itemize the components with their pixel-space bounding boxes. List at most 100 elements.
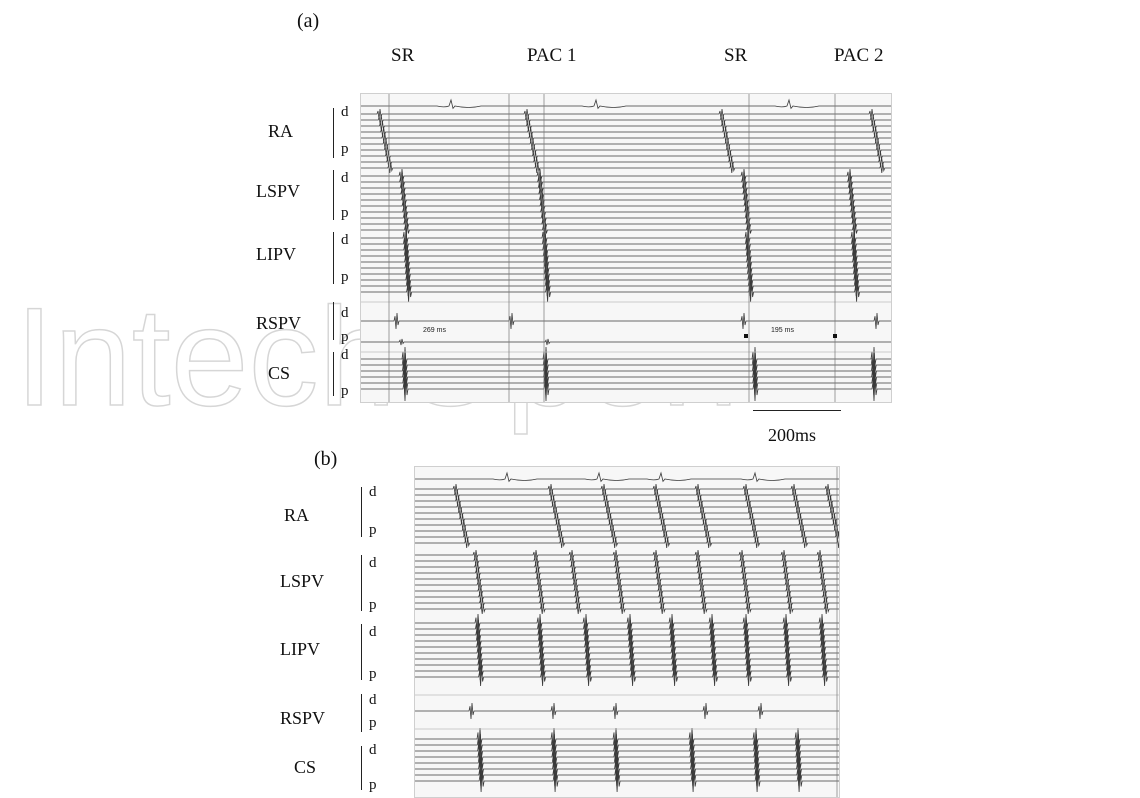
trace-line-gB-30 bbox=[415, 667, 839, 687]
trace-line-gB-36 bbox=[415, 751, 839, 775]
panel-b-cs-d: d bbox=[369, 742, 377, 758]
panel-a-tracing-svg: 269 ms 195 ms bbox=[361, 94, 891, 402]
trace-line-gA-13 bbox=[361, 180, 891, 196]
panel-a-ra-d: d bbox=[341, 104, 349, 120]
panel-b-ra-p: p bbox=[369, 522, 377, 538]
trace-line-gA-4 bbox=[361, 126, 891, 138]
trace-line-gA-36 bbox=[361, 364, 891, 390]
caliper-marker-end bbox=[833, 334, 837, 338]
event-label-pac-2: PAC 2 bbox=[834, 45, 884, 66]
event-label-sr-1: SR bbox=[391, 45, 415, 66]
panel-b-lspv-p: p bbox=[369, 597, 377, 613]
panel-a-bracket-cs bbox=[333, 352, 334, 396]
trace-line-gB-0 bbox=[415, 471, 839, 483]
caliper-marker-start bbox=[744, 334, 748, 338]
trace-line-gA-7 bbox=[361, 144, 891, 156]
panel-b-lipv-d: d bbox=[369, 624, 377, 640]
trace-line-gA-3 bbox=[361, 120, 891, 132]
panel-b-bracket-rspv bbox=[361, 694, 362, 732]
trace-line-gB-2 bbox=[415, 489, 839, 501]
panel-b-channel-lipv: LIPV bbox=[280, 639, 320, 659]
scale-bar bbox=[753, 410, 841, 411]
trace-line-gB-12 bbox=[415, 555, 839, 567]
panel-a-bracket-lipv bbox=[333, 232, 334, 284]
trace-line-gA-16 bbox=[361, 198, 891, 214]
trace-line-gA-38 bbox=[361, 376, 891, 402]
panel-a-ra-p: p bbox=[341, 141, 349, 157]
panel-b-channel-ra: RA bbox=[284, 505, 310, 525]
panel-a-tracings: 269 ms 195 ms bbox=[360, 93, 892, 403]
panel-b-bracket-cs bbox=[361, 746, 362, 790]
trace-line-gA-37 bbox=[361, 370, 891, 396]
panel-b-lspv-d: d bbox=[369, 555, 377, 571]
panel-b-bracket-lspv bbox=[361, 555, 362, 611]
trace-line-gB-4 bbox=[415, 501, 839, 513]
panel-b-lipv-p: p bbox=[369, 666, 377, 682]
panel-b-bracket-lipv bbox=[361, 624, 362, 680]
trace-line-gB-11 bbox=[415, 549, 839, 561]
trace-line-gA-14 bbox=[361, 186, 891, 202]
panel-a-lipv-p: p bbox=[341, 269, 349, 285]
trace-line-gA-35 bbox=[361, 358, 891, 384]
panel-a-channel-ra: RA bbox=[268, 121, 294, 141]
trace-line-gB-7 bbox=[415, 519, 839, 531]
panel-a-rspv-p: p bbox=[341, 329, 349, 345]
trace-line-gA-30 bbox=[361, 281, 891, 303]
panel-a-lspv-d: d bbox=[341, 170, 349, 186]
trace-line-gA-23 bbox=[361, 239, 891, 261]
panel-a-channel-rspv: RSPV bbox=[256, 313, 302, 333]
measurement-195ms: 195 ms bbox=[771, 327, 794, 334]
trace-line-gB-9 bbox=[415, 531, 839, 543]
trace-line-gB-10 bbox=[415, 537, 839, 549]
panel-b-channel-cs: CS bbox=[294, 757, 317, 777]
trace-line-gB-33 bbox=[415, 733, 839, 757]
trace-line-gB-8 bbox=[415, 525, 839, 537]
trace-line-gA-0 bbox=[361, 98, 891, 110]
panel-b-rspv-d: d bbox=[369, 692, 377, 708]
trace-line-gB-5 bbox=[415, 507, 839, 519]
trace-line-gA-24 bbox=[361, 245, 891, 267]
panel-b-channel-lspv: LSPV bbox=[280, 571, 325, 591]
trace-line-gA-9 bbox=[361, 156, 891, 168]
trace-line-gA-6 bbox=[361, 138, 891, 150]
panel-a-channel-lipv: LIPV bbox=[256, 244, 296, 264]
trace-line-gA-26 bbox=[361, 257, 891, 279]
trace-line-gB-15 bbox=[415, 573, 839, 585]
measurement-269ms: 269 ms bbox=[423, 327, 446, 334]
trace-line-gA-5 bbox=[361, 132, 891, 144]
scale-bar-label: 200ms bbox=[768, 425, 817, 445]
trace-line-gA-27 bbox=[361, 263, 891, 285]
trace-line-gB-20 bbox=[415, 603, 839, 615]
trace-line-gA-22 bbox=[361, 233, 891, 255]
trace-line-gA-21 bbox=[361, 227, 891, 249]
trace-line-gA-17 bbox=[361, 204, 891, 220]
trace-line-gB-39 bbox=[415, 769, 839, 793]
panel-b-ra-d: d bbox=[369, 484, 377, 500]
trace-line-gA-33 bbox=[361, 346, 891, 372]
trace-line-gB-18 bbox=[415, 591, 839, 603]
panel-a-bracket-lspv bbox=[333, 170, 334, 220]
trace-line-gA-8 bbox=[361, 150, 891, 162]
trace-line-gA-18 bbox=[361, 210, 891, 226]
trace-line-gA-32 bbox=[361, 338, 891, 346]
trace-line-gB-34 bbox=[415, 739, 839, 763]
trace-line-gA-29 bbox=[361, 275, 891, 297]
trace-line-gA-34 bbox=[361, 352, 891, 378]
trace-line-gA-19 bbox=[361, 216, 891, 232]
trace-line-gA-28 bbox=[361, 269, 891, 291]
trace-line-gB-1 bbox=[415, 483, 839, 495]
trace-line-gB-31 bbox=[415, 702, 839, 720]
trace-line-gB-37 bbox=[415, 757, 839, 781]
panel-a-bracket-rspv bbox=[333, 302, 334, 340]
trace-line-gB-19 bbox=[415, 597, 839, 609]
panel-a-cs-p: p bbox=[341, 383, 349, 399]
panel-b-bracket-ra bbox=[361, 487, 362, 537]
panel-a-lspv-p: p bbox=[341, 205, 349, 221]
panel-a-lipv-d: d bbox=[341, 232, 349, 248]
trace-line-gA-31 bbox=[361, 312, 891, 330]
trace-line-gA-11 bbox=[361, 168, 891, 184]
trace-line-gA-15 bbox=[361, 192, 891, 208]
trace-line-gA-2 bbox=[361, 114, 891, 126]
panel-b-tracings bbox=[414, 466, 840, 798]
panel-a-channel-cs: CS bbox=[268, 363, 291, 383]
